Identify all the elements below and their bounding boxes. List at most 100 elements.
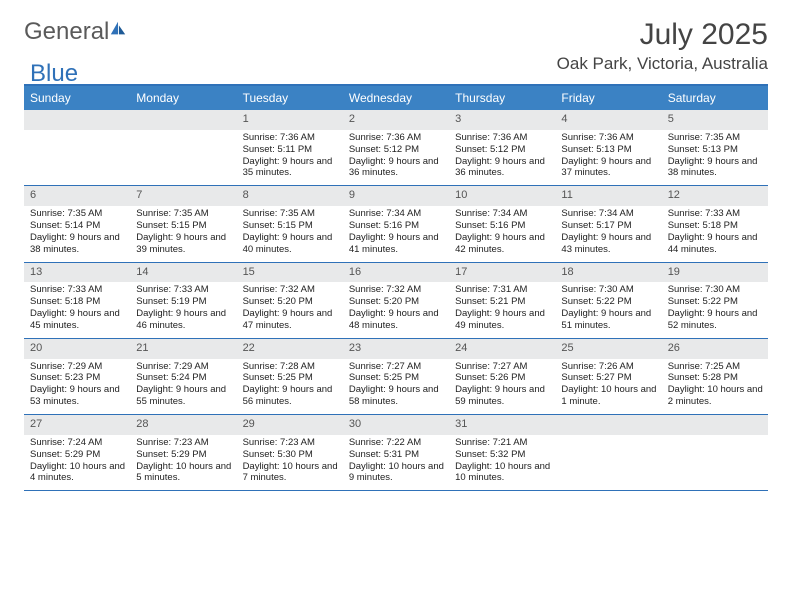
day-body: Sunrise: 7:23 AMSunset: 5:29 PMDaylight:…	[130, 437, 236, 485]
daylight-line: Daylight: 9 hours and 38 minutes.	[30, 232, 126, 256]
sunset-line: Sunset: 5:23 PM	[30, 372, 126, 384]
day-number: 24	[449, 339, 555, 359]
location: Oak Park, Victoria, Australia	[557, 54, 768, 74]
day-cell: 16Sunrise: 7:32 AMSunset: 5:20 PMDayligh…	[343, 263, 449, 338]
day-cell: 26Sunrise: 7:25 AMSunset: 5:28 PMDayligh…	[662, 339, 768, 414]
daylight-line: Daylight: 10 hours and 7 minutes.	[243, 461, 339, 485]
sunset-line: Sunset: 5:21 PM	[455, 296, 551, 308]
sunrise-line: Sunrise: 7:23 AM	[243, 437, 339, 449]
day-number: 9	[343, 186, 449, 206]
day-cell: 20Sunrise: 7:29 AMSunset: 5:23 PMDayligh…	[24, 339, 130, 414]
day-body: Sunrise: 7:34 AMSunset: 5:16 PMDaylight:…	[343, 208, 449, 256]
sunrise-line: Sunrise: 7:33 AM	[30, 284, 126, 296]
day-body: Sunrise: 7:27 AMSunset: 5:26 PMDaylight:…	[449, 361, 555, 409]
sunset-line: Sunset: 5:28 PM	[668, 372, 764, 384]
sunset-line: Sunset: 5:11 PM	[243, 144, 339, 156]
daylight-line: Daylight: 9 hours and 51 minutes.	[561, 308, 657, 332]
day-cell: 29Sunrise: 7:23 AMSunset: 5:30 PMDayligh…	[237, 415, 343, 490]
sunrise-line: Sunrise: 7:31 AM	[455, 284, 551, 296]
daylight-line: Daylight: 9 hours and 42 minutes.	[455, 232, 551, 256]
sunset-line: Sunset: 5:16 PM	[349, 220, 445, 232]
sunset-line: Sunset: 5:22 PM	[668, 296, 764, 308]
day-body: Sunrise: 7:22 AMSunset: 5:31 PMDaylight:…	[343, 437, 449, 485]
day-body: Sunrise: 7:32 AMSunset: 5:20 PMDaylight:…	[343, 284, 449, 332]
sunset-line: Sunset: 5:16 PM	[455, 220, 551, 232]
day-cell	[662, 415, 768, 490]
brand-logo: General	[24, 18, 129, 46]
day-body: Sunrise: 7:27 AMSunset: 5:25 PMDaylight:…	[343, 361, 449, 409]
day-cell: 5Sunrise: 7:35 AMSunset: 5:13 PMDaylight…	[662, 110, 768, 185]
sunset-line: Sunset: 5:15 PM	[243, 220, 339, 232]
day-cell: 17Sunrise: 7:31 AMSunset: 5:21 PMDayligh…	[449, 263, 555, 338]
week-row: 27Sunrise: 7:24 AMSunset: 5:29 PMDayligh…	[24, 415, 768, 491]
daylight-line: Daylight: 9 hours and 47 minutes.	[243, 308, 339, 332]
daylight-line: Daylight: 9 hours and 59 minutes.	[455, 384, 551, 408]
day-number: 29	[237, 415, 343, 435]
sunset-line: Sunset: 5:18 PM	[668, 220, 764, 232]
day-body: Sunrise: 7:35 AMSunset: 5:13 PMDaylight:…	[662, 132, 768, 180]
sunrise-line: Sunrise: 7:27 AM	[455, 361, 551, 373]
daylight-line: Daylight: 9 hours and 35 minutes.	[243, 156, 339, 180]
sunrise-line: Sunrise: 7:35 AM	[30, 208, 126, 220]
day-body: Sunrise: 7:31 AMSunset: 5:21 PMDaylight:…	[449, 284, 555, 332]
sunrise-line: Sunrise: 7:32 AM	[243, 284, 339, 296]
sunrise-line: Sunrise: 7:30 AM	[561, 284, 657, 296]
day-number: 23	[343, 339, 449, 359]
daylight-line: Daylight: 9 hours and 58 minutes.	[349, 384, 445, 408]
sunrise-line: Sunrise: 7:36 AM	[349, 132, 445, 144]
day-body: Sunrise: 7:25 AMSunset: 5:28 PMDaylight:…	[662, 361, 768, 409]
day-cell: 13Sunrise: 7:33 AMSunset: 5:18 PMDayligh…	[24, 263, 130, 338]
day-cell: 25Sunrise: 7:26 AMSunset: 5:27 PMDayligh…	[555, 339, 661, 414]
day-cell: 30Sunrise: 7:22 AMSunset: 5:31 PMDayligh…	[343, 415, 449, 490]
dow-header: Wednesday	[343, 86, 449, 110]
daylight-line: Daylight: 9 hours and 44 minutes.	[668, 232, 764, 256]
day-body: Sunrise: 7:36 AMSunset: 5:12 PMDaylight:…	[343, 132, 449, 180]
day-number: 27	[24, 415, 130, 435]
day-cell: 7Sunrise: 7:35 AMSunset: 5:15 PMDaylight…	[130, 186, 236, 261]
sunset-line: Sunset: 5:12 PM	[455, 144, 551, 156]
day-cell: 1Sunrise: 7:36 AMSunset: 5:11 PMDaylight…	[237, 110, 343, 185]
day-body: Sunrise: 7:32 AMSunset: 5:20 PMDaylight:…	[237, 284, 343, 332]
dow-header: Monday	[130, 86, 236, 110]
header: General July 2025 Oak Park, Victoria, Au…	[24, 18, 768, 74]
daylight-line: Daylight: 9 hours and 38 minutes.	[668, 156, 764, 180]
sunset-line: Sunset: 5:29 PM	[136, 449, 232, 461]
day-number: 17	[449, 263, 555, 283]
title-block: July 2025 Oak Park, Victoria, Australia	[557, 18, 768, 74]
dow-header: Saturday	[662, 86, 768, 110]
sail-icon	[109, 20, 127, 38]
day-body: Sunrise: 7:36 AMSunset: 5:12 PMDaylight:…	[449, 132, 555, 180]
day-cell: 14Sunrise: 7:33 AMSunset: 5:19 PMDayligh…	[130, 263, 236, 338]
daylight-line: Daylight: 9 hours and 55 minutes.	[136, 384, 232, 408]
day-cell	[24, 110, 130, 185]
day-number: 12	[662, 186, 768, 206]
day-number: 8	[237, 186, 343, 206]
dow-header: Tuesday	[237, 86, 343, 110]
daylight-line: Daylight: 9 hours and 49 minutes.	[455, 308, 551, 332]
day-number: 4	[555, 110, 661, 130]
dow-header: Thursday	[449, 86, 555, 110]
sunset-line: Sunset: 5:12 PM	[349, 144, 445, 156]
day-body: Sunrise: 7:36 AMSunset: 5:11 PMDaylight:…	[237, 132, 343, 180]
day-number: 31	[449, 415, 555, 435]
sunrise-line: Sunrise: 7:34 AM	[561, 208, 657, 220]
sunrise-line: Sunrise: 7:25 AM	[668, 361, 764, 373]
sunrise-line: Sunrise: 7:22 AM	[349, 437, 445, 449]
day-number	[555, 415, 661, 435]
day-number: 14	[130, 263, 236, 283]
day-body: Sunrise: 7:29 AMSunset: 5:23 PMDaylight:…	[24, 361, 130, 409]
day-body: Sunrise: 7:28 AMSunset: 5:25 PMDaylight:…	[237, 361, 343, 409]
day-cell: 12Sunrise: 7:33 AMSunset: 5:18 PMDayligh…	[662, 186, 768, 261]
day-body: Sunrise: 7:21 AMSunset: 5:32 PMDaylight:…	[449, 437, 555, 485]
sunrise-line: Sunrise: 7:33 AM	[136, 284, 232, 296]
daylight-line: Daylight: 9 hours and 56 minutes.	[243, 384, 339, 408]
sunset-line: Sunset: 5:20 PM	[243, 296, 339, 308]
daylight-line: Daylight: 10 hours and 9 minutes.	[349, 461, 445, 485]
day-cell: 22Sunrise: 7:28 AMSunset: 5:25 PMDayligh…	[237, 339, 343, 414]
day-body: Sunrise: 7:33 AMSunset: 5:18 PMDaylight:…	[24, 284, 130, 332]
day-body: Sunrise: 7:35 AMSunset: 5:15 PMDaylight:…	[130, 208, 236, 256]
day-cell: 8Sunrise: 7:35 AMSunset: 5:15 PMDaylight…	[237, 186, 343, 261]
sunset-line: Sunset: 5:14 PM	[30, 220, 126, 232]
sunset-line: Sunset: 5:20 PM	[349, 296, 445, 308]
sunrise-line: Sunrise: 7:36 AM	[561, 132, 657, 144]
